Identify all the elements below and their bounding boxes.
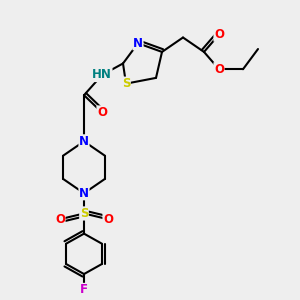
Text: O: O <box>97 106 107 119</box>
Text: S: S <box>122 77 130 90</box>
Text: O: O <box>214 63 224 76</box>
Text: HN: HN <box>92 68 112 82</box>
Text: S: S <box>80 207 88 220</box>
Text: F: F <box>80 284 88 296</box>
Text: N: N <box>133 37 143 50</box>
Text: O: O <box>55 213 65 226</box>
Text: N: N <box>79 135 89 148</box>
Text: N: N <box>79 187 89 200</box>
Text: O: O <box>103 213 113 226</box>
Text: O: O <box>214 28 224 41</box>
